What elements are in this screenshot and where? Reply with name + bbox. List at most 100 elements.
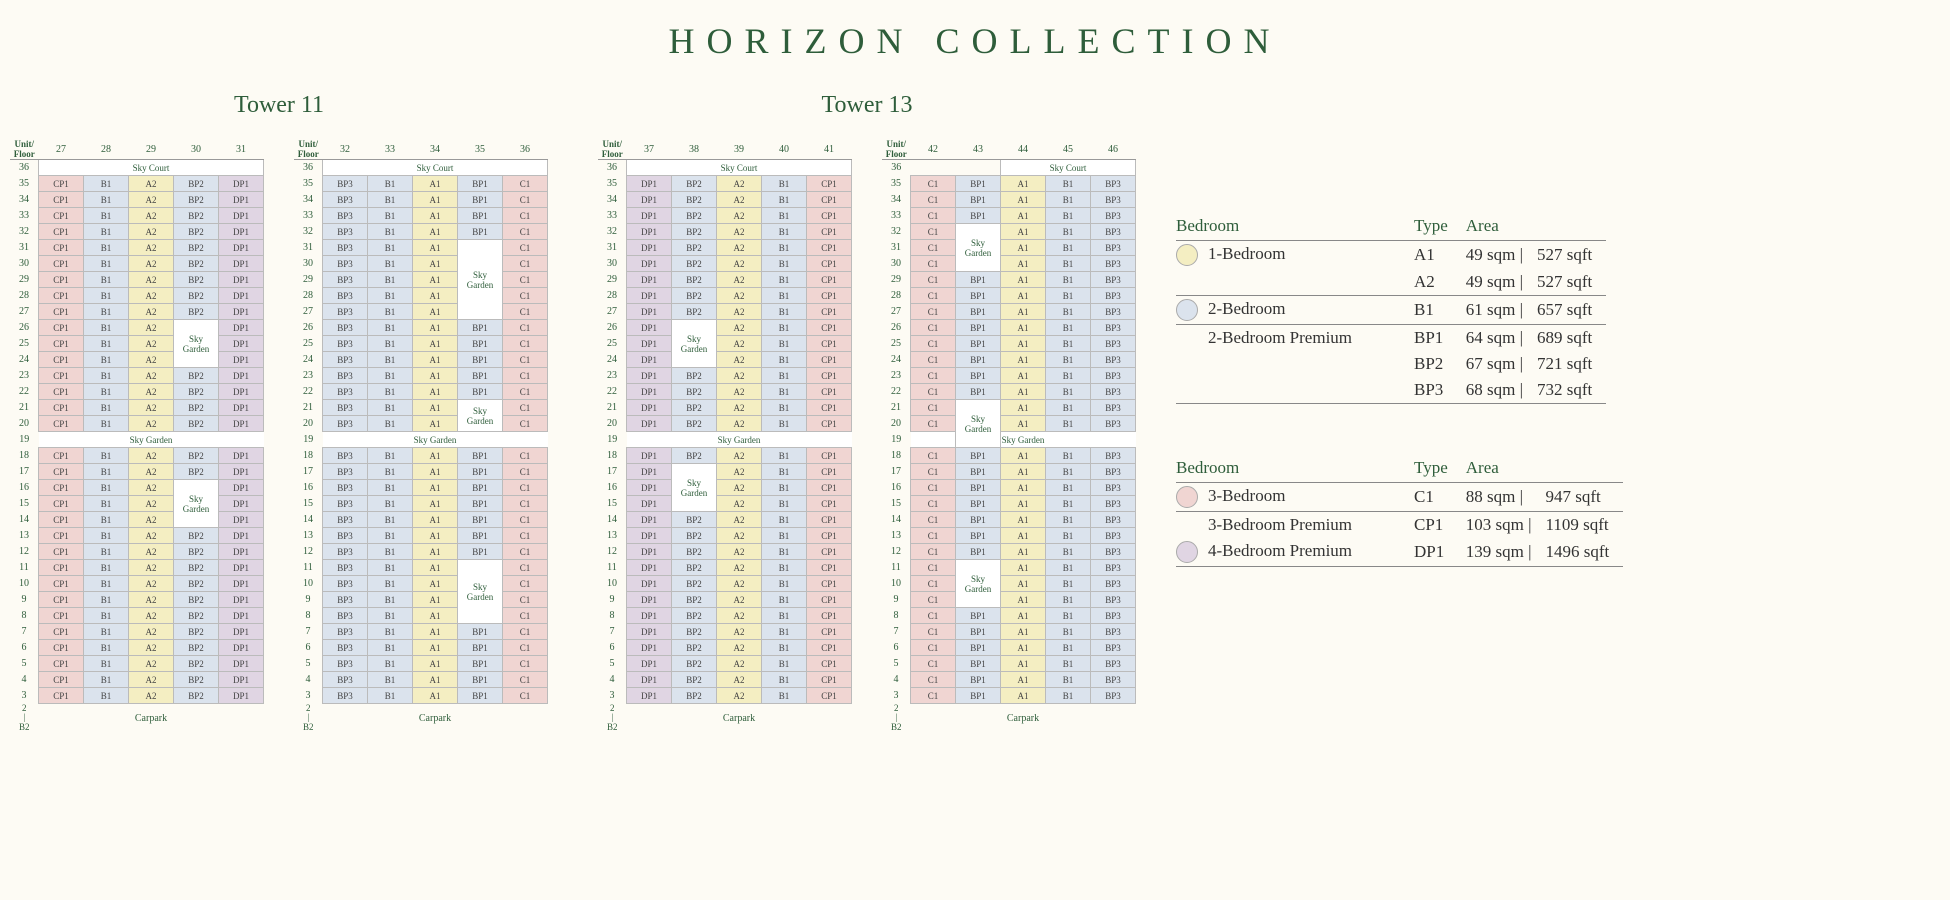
legend-area-sqm: 64 sqm | bbox=[1466, 325, 1537, 352]
floor-label: 36 bbox=[882, 160, 911, 176]
unit-cell: A1 bbox=[413, 256, 458, 272]
unit-cell: C1 bbox=[503, 256, 548, 272]
legend-header: Bedroom bbox=[1176, 212, 1414, 241]
unit-cell: BP3 bbox=[323, 272, 368, 288]
unit-cell: A2 bbox=[129, 512, 174, 528]
unit-cell: BP3 bbox=[1091, 192, 1136, 208]
unit-cell: B1 bbox=[762, 528, 807, 544]
legend-area-sqft: 657 sqft bbox=[1537, 296, 1606, 325]
unit-cell: CP1 bbox=[807, 288, 852, 304]
unit-cell: BP3 bbox=[1091, 352, 1136, 368]
floor-label: 35 bbox=[294, 176, 323, 192]
unit-cell: BP2 bbox=[672, 688, 717, 704]
unit-cell: A1 bbox=[413, 640, 458, 656]
unit-cell: CP1 bbox=[39, 304, 84, 320]
unit-cell: BP3 bbox=[1091, 416, 1136, 432]
unit-cell: BP1 bbox=[458, 320, 503, 336]
swatch-icon bbox=[1176, 541, 1198, 563]
unit-cell: DP1 bbox=[627, 400, 672, 416]
floor-label: 33 bbox=[294, 208, 323, 224]
unit-cell: BP3 bbox=[1091, 688, 1136, 704]
unit-cell: BP1 bbox=[956, 480, 1001, 496]
unit-cell: BP1 bbox=[956, 672, 1001, 688]
carpark-label: Carpark bbox=[323, 704, 548, 734]
legend-area-sqm: 49 sqm | bbox=[1466, 269, 1537, 296]
unit-cell: B1 bbox=[368, 384, 413, 400]
unit-cell: B1 bbox=[1046, 192, 1091, 208]
unit-cell: BP3 bbox=[1091, 656, 1136, 672]
unit-cell: DP1 bbox=[627, 416, 672, 432]
unit-cell: CP1 bbox=[807, 272, 852, 288]
unit-cell: A2 bbox=[717, 448, 762, 464]
unit-cell: BP1 bbox=[956, 208, 1001, 224]
floor-label: 6 bbox=[10, 640, 39, 656]
unit-cell: C1 bbox=[503, 400, 548, 416]
unit-cell: CP1 bbox=[807, 528, 852, 544]
unit-cell: A2 bbox=[129, 592, 174, 608]
unit-cell: CP1 bbox=[39, 416, 84, 432]
unit-cell: DP1 bbox=[219, 336, 264, 352]
unit-cell: B1 bbox=[1046, 256, 1091, 272]
unit-cell: DP1 bbox=[627, 288, 672, 304]
unit-cell: A1 bbox=[413, 672, 458, 688]
unit-cell: A2 bbox=[717, 496, 762, 512]
column-header: 38 bbox=[672, 139, 717, 160]
unit-cell: BP3 bbox=[1091, 512, 1136, 528]
unit-cell: BP2 bbox=[672, 608, 717, 624]
unit-cell: B1 bbox=[762, 416, 807, 432]
floor-range: 2|B2 bbox=[294, 704, 323, 734]
floor-label: 35 bbox=[882, 176, 911, 192]
floor-label: 13 bbox=[294, 528, 323, 544]
floor-label: 33 bbox=[598, 208, 627, 224]
unit-cell: CP1 bbox=[39, 272, 84, 288]
unit-cell: DP1 bbox=[219, 272, 264, 288]
unit-cell: DP1 bbox=[627, 496, 672, 512]
unit-cell: DP1 bbox=[219, 320, 264, 336]
unit-cell: B1 bbox=[1046, 560, 1091, 576]
unit-cell: A1 bbox=[1001, 528, 1046, 544]
unit-cell: A1 bbox=[413, 560, 458, 576]
unit-cell: A2 bbox=[129, 656, 174, 672]
unit-cell: BP2 bbox=[672, 544, 717, 560]
unit-cell: BP3 bbox=[323, 656, 368, 672]
unit-cell: CP1 bbox=[807, 608, 852, 624]
unit-cell: DP1 bbox=[219, 464, 264, 480]
unit-cell: B1 bbox=[762, 592, 807, 608]
floor-label: 6 bbox=[882, 640, 911, 656]
unit-cell: BP2 bbox=[174, 560, 219, 576]
unit-cell: BP1 bbox=[956, 384, 1001, 400]
unit-cell: A1 bbox=[1001, 352, 1046, 368]
unit-cell: A1 bbox=[413, 592, 458, 608]
unit-cell: B1 bbox=[368, 448, 413, 464]
floor-range: 2|B2 bbox=[882, 704, 911, 734]
sky-garden-row: Sky Garden bbox=[911, 432, 1136, 448]
unit-cell: BP3 bbox=[1091, 624, 1136, 640]
floor-label: 17 bbox=[294, 464, 323, 480]
unit-cell: BP3 bbox=[323, 240, 368, 256]
unit-cell: CP1 bbox=[807, 352, 852, 368]
floor-label: 15 bbox=[294, 496, 323, 512]
floor-label: 29 bbox=[10, 272, 39, 288]
unit-cell: A1 bbox=[413, 496, 458, 512]
unit-cell: CP1 bbox=[39, 400, 84, 416]
column-header: 33 bbox=[368, 139, 413, 160]
unit-cell: B1 bbox=[368, 480, 413, 496]
floor-label: 24 bbox=[882, 352, 911, 368]
floor-label: 19 bbox=[10, 432, 39, 448]
unit-cell: BP3 bbox=[1091, 400, 1136, 416]
unit-cell: BP1 bbox=[956, 448, 1001, 464]
unit-cell: B1 bbox=[1046, 688, 1091, 704]
unit-cell: B1 bbox=[84, 464, 129, 480]
unit-cell: A1 bbox=[1001, 272, 1046, 288]
unit-cell: B1 bbox=[1046, 528, 1091, 544]
legend-label: 3-Bedroom bbox=[1176, 483, 1414, 512]
unit-cell: B1 bbox=[1046, 448, 1091, 464]
unit-cell: BP3 bbox=[323, 544, 368, 560]
floor-label: 6 bbox=[294, 640, 323, 656]
unit-cell: BP2 bbox=[672, 672, 717, 688]
unit-cell: C1 bbox=[503, 576, 548, 592]
unit-cell: DP1 bbox=[627, 624, 672, 640]
unit-cell: A1 bbox=[413, 384, 458, 400]
unit-cell: B1 bbox=[84, 640, 129, 656]
floor-label: 26 bbox=[882, 320, 911, 336]
